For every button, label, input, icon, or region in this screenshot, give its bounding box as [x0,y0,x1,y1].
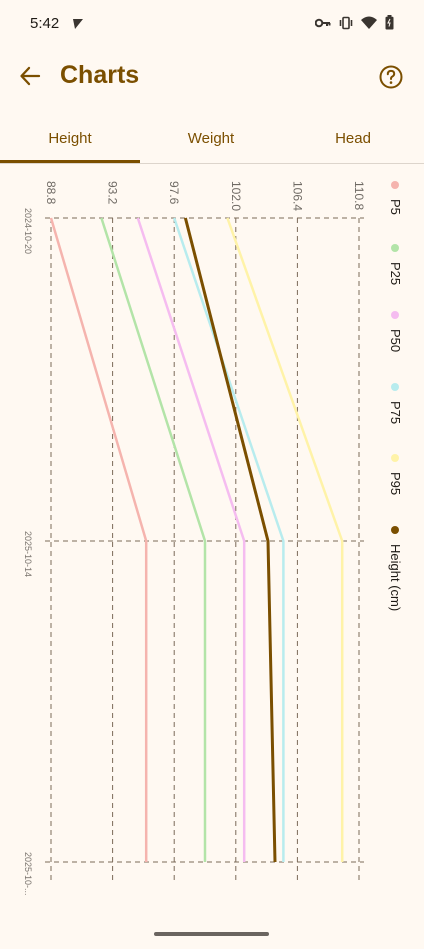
help-button[interactable] [378,64,406,92]
series-line-p5 [49,217,148,862]
x-tick-label: 110.8 [352,181,366,210]
legend-swatch [391,311,399,319]
legend-swatch [391,454,399,462]
series-line-p95 [226,217,344,862]
tab-weight[interactable]: Weight [187,130,235,147]
wifi-icon [361,16,377,29]
series-line-p50 [136,217,246,862]
x-tick-label: 97.6 [167,181,181,205]
back-button[interactable] [14,62,46,94]
key-icon [315,17,331,29]
tab-divider [0,163,424,164]
chart-canvas: 88.8 93.2 97.6 102.0 106.4 110.8 2024-10-20 202… [23,181,403,896]
status-bar: 5:42 [0,0,424,46]
legend-swatch [391,181,399,189]
date-tick-label: 2025-10-14 [23,531,33,577]
x-tick-label: 88.8 [44,181,58,205]
legend-label: Height (cm) [388,544,403,611]
legend-label: P75 [388,401,403,424]
status-time: 5:42 [30,15,60,32]
series-line-p75 [173,217,285,862]
send-check-icon [72,17,84,35]
date-tick-label: 2025-10-... [23,852,33,896]
series-line-height-cm- [183,217,277,863]
legend-swatch [391,244,399,252]
height-chart: 88.8 93.2 97.6 102.0 106.4 110.8 2024-10-20 202… [0,165,424,905]
vibrate-icon [339,16,353,30]
legend-label: P50 [388,329,403,352]
status-icons [315,15,394,30]
tab-head[interactable]: Head [335,130,371,147]
page-title: Charts [60,61,140,89]
legend-swatch [391,383,399,391]
x-tick-label: 106.4 [290,181,304,211]
tab-height[interactable]: Height [48,130,92,147]
legend-label: P95 [388,472,403,495]
app-bar: Charts [0,46,424,112]
gesture-nav-handle[interactable] [154,932,269,936]
x-tick-label: 93.2 [106,181,120,205]
help-circle-icon [378,65,404,94]
x-tick-label: 102.0 [229,181,243,211]
arrow-left-icon [19,65,41,92]
legend-label: P5 [388,199,403,215]
series-line-p25 [100,217,207,862]
legend-swatch [391,526,399,534]
legend-label: P25 [388,262,403,285]
tab-bar: Height Weight Head [0,118,424,164]
tab-indicator [0,160,140,163]
battery-icon [385,15,394,30]
date-tick-label: 2024-10-20 [23,208,33,254]
